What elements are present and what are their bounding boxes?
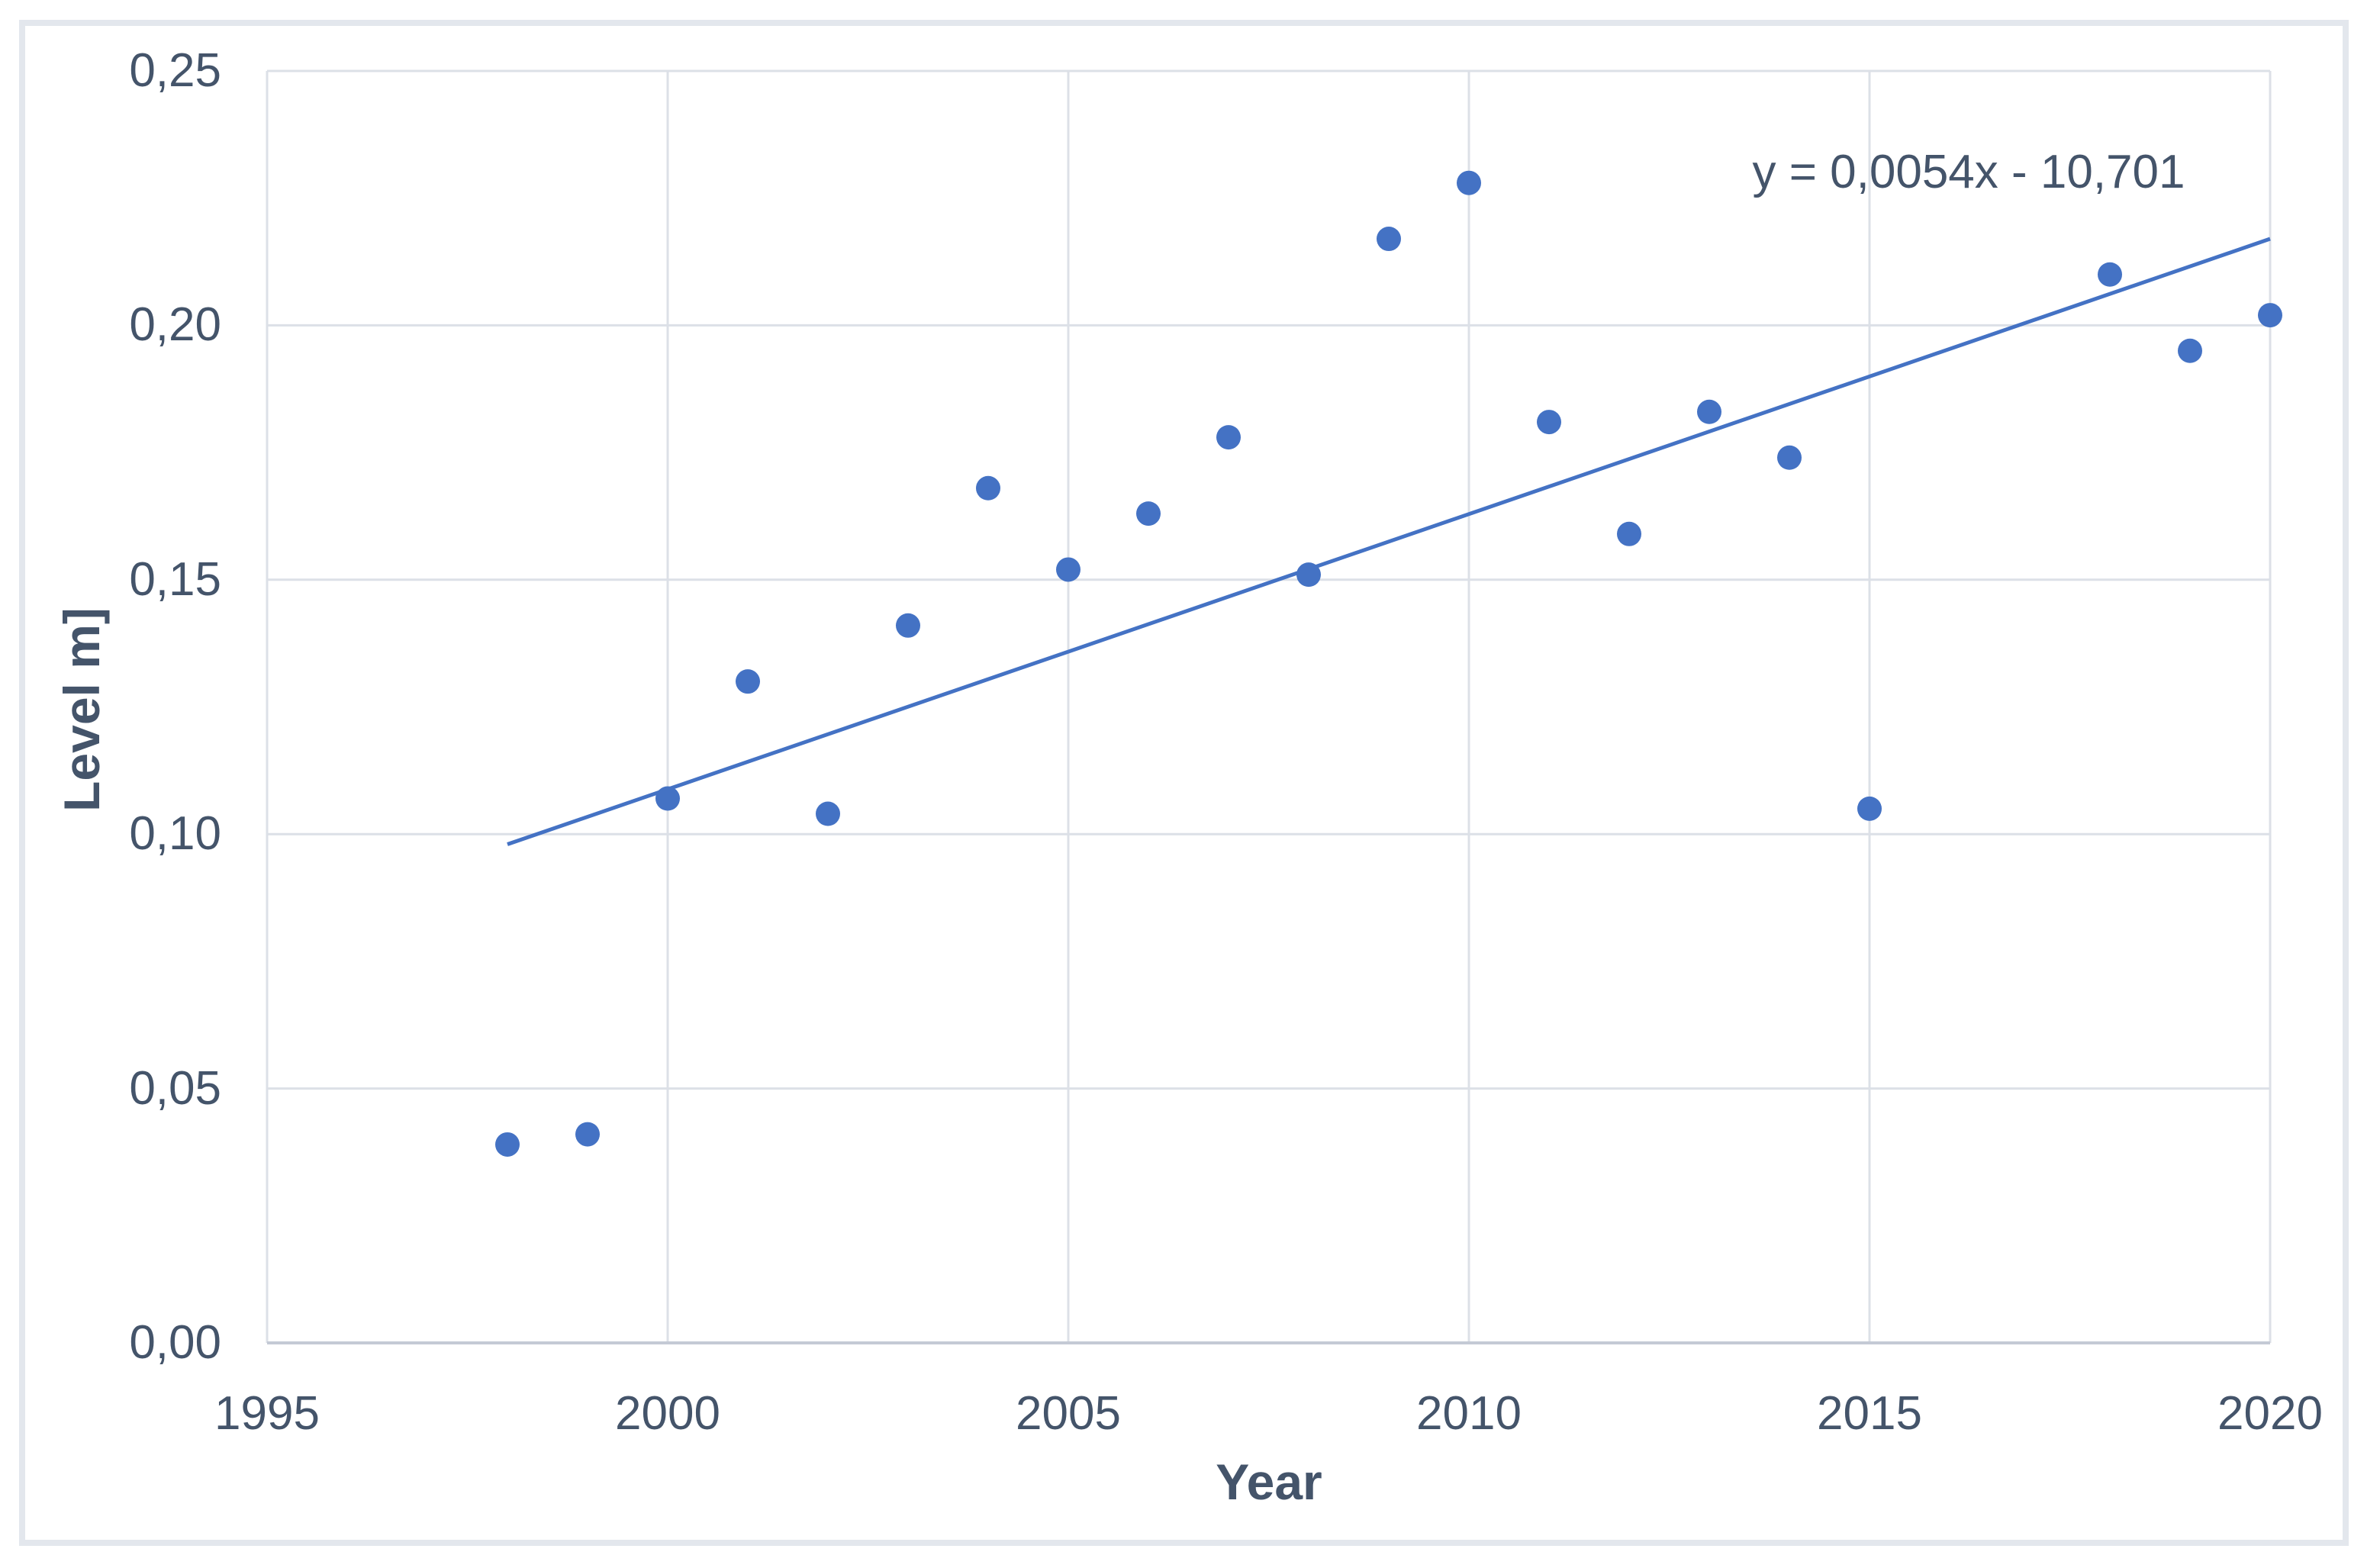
y-tick-label: 0,00 <box>129 1316 221 1369</box>
data-point-2000 <box>655 786 680 811</box>
data-point-2008 <box>1296 562 1321 588</box>
x-tick-label: 2020 <box>2217 1387 2323 1440</box>
data-point-2014 <box>1777 445 1802 470</box>
x-tick-label: 2000 <box>615 1387 720 1440</box>
x-tick-label: 1995 <box>214 1387 320 1440</box>
data-point-2010 <box>1457 170 1481 195</box>
data-point-2020 <box>2258 303 2282 328</box>
y-tick-label: 0,25 <box>129 44 221 97</box>
x-tick-label: 2005 <box>1016 1387 1121 1440</box>
data-point-2004 <box>976 475 1000 501</box>
data-point-2012 <box>1617 521 1641 546</box>
x-tick-label: 2010 <box>1416 1387 1522 1440</box>
y-tick-label: 0,05 <box>129 1061 221 1115</box>
data-point-1999 <box>575 1122 600 1147</box>
x-tick-label: 2015 <box>1817 1387 1922 1440</box>
data-point-2013 <box>1697 399 1721 424</box>
y-tick-label: 0,10 <box>129 807 221 861</box>
y-tick-label: 0,20 <box>129 298 221 352</box>
data-point-2005 <box>1056 557 1081 582</box>
screenshot-border <box>19 20 2349 1546</box>
data-point-2006 <box>1136 501 1161 526</box>
y-axis-title: Level m] <box>53 607 110 812</box>
trendline <box>507 237 2271 846</box>
data-point-2018 <box>2098 262 2122 287</box>
data-point-1998 <box>495 1132 520 1157</box>
data-point-2001 <box>736 669 760 694</box>
data-point-2002 <box>816 801 840 826</box>
y-tick-label: 0,15 <box>129 552 221 606</box>
data-point-2007 <box>1216 425 1241 450</box>
trendline-equation-label: y = 0,0054x - 10,701 <box>1752 146 2185 198</box>
data-point-2015 <box>1857 796 1882 821</box>
data-point-2003 <box>896 613 920 638</box>
data-point-2011 <box>1537 410 1561 435</box>
data-point-2019 <box>2178 338 2202 363</box>
data-point-2009 <box>1377 227 1401 252</box>
x-axis-title: Year <box>1216 1454 1322 1510</box>
